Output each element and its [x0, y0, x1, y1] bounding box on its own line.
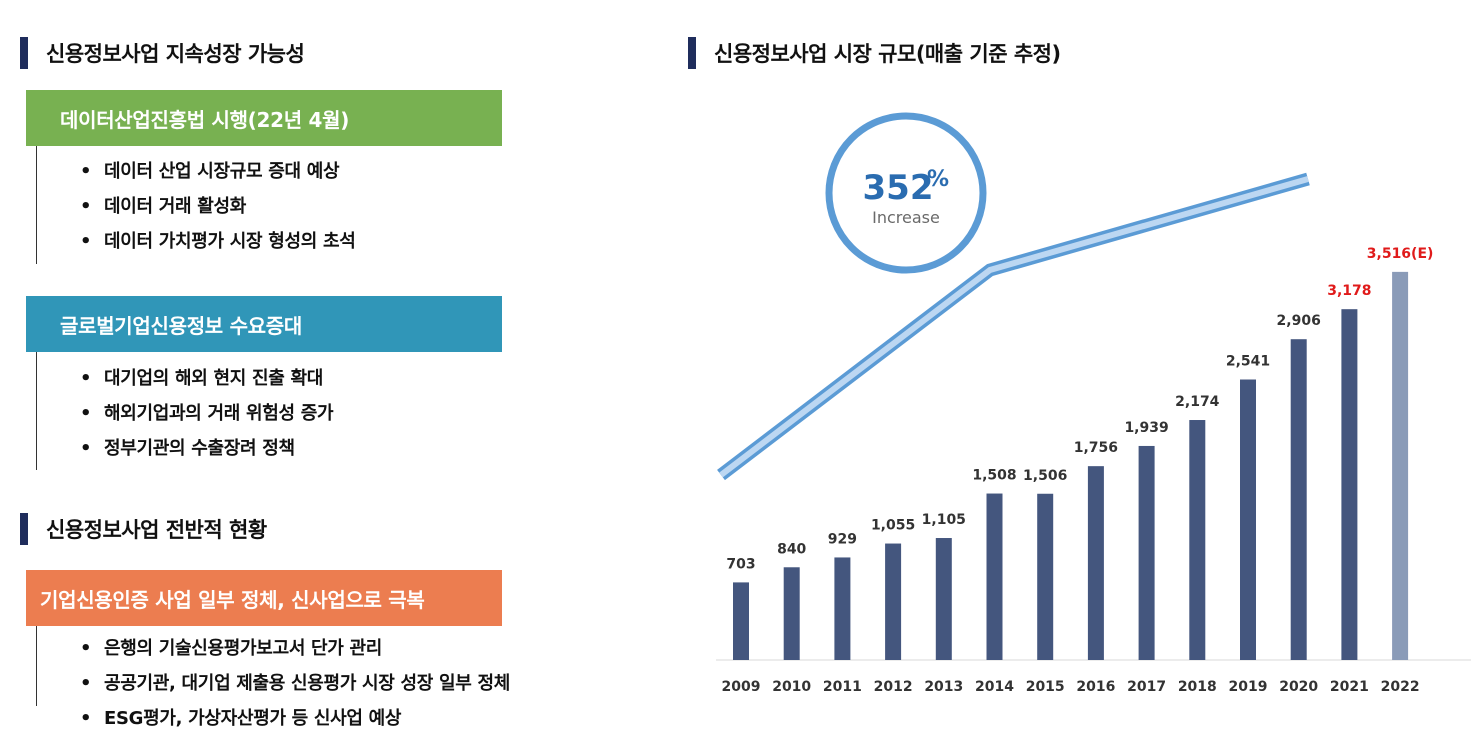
increase-badge-circle — [825, 112, 987, 274]
bar-2010 — [783, 567, 800, 660]
bar-2012 — [885, 543, 902, 660]
bar-value-label: 1,939 — [1124, 420, 1168, 436]
x-tick-label: 2011 — [823, 679, 862, 695]
increase-badge-unit: % — [927, 167, 949, 192]
section-heading-text: 신용정보사업 지속성장 가능성 — [46, 42, 305, 66]
bar-value-label: 1,756 — [1074, 440, 1118, 456]
heading-marker — [20, 513, 28, 545]
increase-badge-caption: Increase — [872, 208, 940, 227]
x-tick-label: 2015 — [1026, 679, 1065, 695]
market-size-bar-chart: 352% Increase 703 2009 840 2010 929 2011 1,055 20… — [716, 112, 1471, 695]
x-tick-label: 2018 — [1178, 679, 1217, 695]
x-tick-label: 2022 — [1381, 679, 1420, 695]
bar-2017 — [1138, 445, 1155, 660]
bullet-list: 대기업의 해외 현지 진출 확대해외기업과의 거래 위험성 증가정부기관의 수출… — [80, 361, 334, 466]
heading-marker — [20, 37, 28, 69]
trend-arrow-outline — [717, 172, 1310, 481]
bullet-item: 데이터 거래 활성화 — [80, 189, 356, 224]
group-divider-line — [36, 626, 37, 706]
x-tick-label: 2013 — [924, 679, 963, 695]
section-heading: 신용정보사업 지속성장 가능성 — [20, 37, 305, 69]
bar-value-label: 1,506 — [1023, 468, 1067, 484]
bar-value-label: 929 — [828, 531, 857, 547]
bar-2009 — [733, 582, 749, 660]
bullet-list: 은행의 기술신용평가보고서 단가 관리공공기관, 대기업 제출용 신용평가 시장… — [80, 631, 510, 736]
section-heading: 신용정보사업 전반적 현황 — [20, 513, 267, 545]
bullet-item: 정부기관의 수출장려 정책 — [80, 431, 333, 466]
bar-value-label: 2,541 — [1226, 354, 1270, 370]
heading-marker — [688, 37, 696, 69]
bar-2013 — [935, 538, 952, 660]
bar-2019 — [1240, 379, 1256, 660]
x-tick-label: 2017 — [1127, 679, 1166, 695]
bar-value-label: 2,906 — [1277, 313, 1321, 329]
x-tick-label: 2016 — [1076, 679, 1115, 695]
x-tick-label: 2014 — [975, 679, 1014, 695]
x-tick-label: 2009 — [722, 679, 761, 695]
bar-value-label: 840 — [777, 541, 806, 557]
bullet-item: 데이터 산업 시장규모 증대 예상 — [80, 154, 356, 189]
bar-value-label: 1,105 — [922, 512, 966, 528]
bullet-item: 공공기관, 대기업 제출용 신용평가 시장 성장 일부 정체 — [80, 666, 510, 701]
chart-heading: 신용정보사업 시장 규모(매출 기준 추정) — [688, 37, 1061, 69]
bar-value-label: 2,174 — [1175, 394, 1220, 410]
bullet-item: 대기업의 해외 현지 진출 확대 — [80, 361, 333, 396]
bar-2016 — [1087, 466, 1104, 660]
x-tick-label: 2021 — [1330, 679, 1369, 695]
chart-heading-text: 신용정보사업 시장 규모(매출 기준 추정) — [714, 42, 1061, 66]
bullet-item: ESG평가, 가상자산평가 등 신사업 예상 — [80, 701, 510, 736]
group-banner: 데이터산업진흥법 시행(22년 4월) — [26, 90, 502, 146]
x-tick-label: 2010 — [772, 679, 811, 695]
increase-badge-value: 352 — [863, 168, 934, 208]
bullet-item: 해외기업과의 거래 위험성 증가 — [80, 396, 334, 431]
x-tick-label: 2020 — [1279, 679, 1318, 695]
bullet-item: 은행의 기술신용평가보고서 단가 관리 — [80, 631, 510, 666]
bar-value-label: 3,516(E) — [1367, 246, 1434, 262]
group-divider-line — [36, 352, 37, 470]
bar-2014 — [986, 493, 1003, 660]
group-divider-line — [36, 146, 37, 264]
bullet-item: 데이터 가치평가 시장 형성의 초석 — [80, 224, 356, 259]
group-banner: 기업신용인증 사업 일부 정체, 신사업으로 극복 — [26, 570, 502, 626]
section-heading-text: 신용정보사업 전반적 현황 — [46, 518, 267, 542]
bar-value-label: 703 — [726, 556, 755, 572]
x-tick-label: 2012 — [874, 679, 913, 695]
bar-2021 — [1341, 309, 1358, 660]
bar-value-label: 1,055 — [871, 518, 915, 534]
bar-value-label: 1,508 — [972, 468, 1016, 484]
bar-2020 — [1290, 339, 1307, 660]
trend-arrow-fill — [719, 176, 1309, 478]
x-tick-label: 2019 — [1229, 679, 1268, 695]
bar-2015 — [1037, 493, 1054, 660]
bar-2018 — [1189, 420, 1206, 660]
bullet-list: 데이터 산업 시장규모 증대 예상데이터 거래 활성화데이터 가치평가 시장 형… — [80, 154, 356, 259]
bar-2011 — [834, 557, 851, 660]
group-banner: 글로벌기업신용정보 수요증대 — [26, 296, 502, 352]
bar-value-label: 3,178 — [1327, 283, 1371, 299]
bar-2022 — [1392, 271, 1409, 660]
